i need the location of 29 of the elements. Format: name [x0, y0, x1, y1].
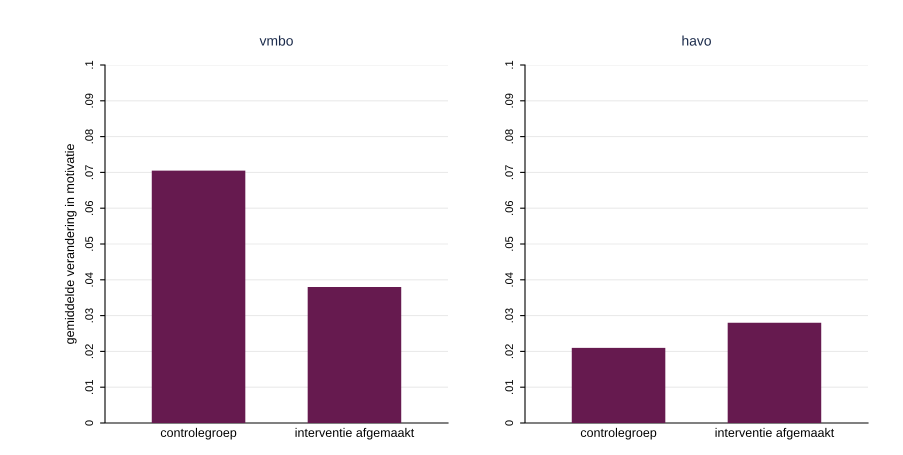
- x-tick-label: interventie afgemaakt: [716, 428, 834, 440]
- y-tick-label: .01: [85, 380, 94, 394]
- y-tick-label: .09: [505, 94, 514, 108]
- y-tick-label: .06: [505, 200, 514, 215]
- y-tick-label: 0: [505, 420, 514, 426]
- y-tick-label: .05: [505, 236, 514, 251]
- y-tick-label: .1: [505, 60, 513, 69]
- y-tick-label: 0: [85, 420, 94, 426]
- y-tick-label: .07: [85, 165, 94, 180]
- y-tick-label: .09: [85, 94, 94, 108]
- chart-title: vmbo: [260, 35, 293, 46]
- x-tick-label: interventie afgemaakt: [296, 428, 414, 440]
- y-tick-label: .04: [505, 272, 514, 287]
- y-tick-label: .02: [505, 344, 514, 358]
- y-tick-label: .01: [505, 380, 514, 394]
- y-tick-label: .06: [85, 200, 94, 215]
- chart-title: havo: [682, 35, 711, 46]
- y-tick-label: .03: [505, 308, 514, 322]
- x-tick-label: controlegroep: [580, 428, 656, 440]
- y-axis-title: gemiddelde verandering in motivatie: [64, 144, 77, 344]
- y-tick-label: .03: [85, 308, 94, 322]
- y-tick-label: .02: [85, 344, 94, 358]
- y-tick-label: .1: [85, 60, 93, 69]
- x-tick-label: controlegroep: [160, 428, 236, 440]
- y-tick-label: .04: [85, 272, 94, 287]
- y-tick-label: .07: [505, 165, 514, 180]
- y-tick-label: .08: [85, 129, 94, 144]
- y-tick-label: .08: [505, 129, 514, 144]
- y-tick-label: .05: [85, 236, 94, 251]
